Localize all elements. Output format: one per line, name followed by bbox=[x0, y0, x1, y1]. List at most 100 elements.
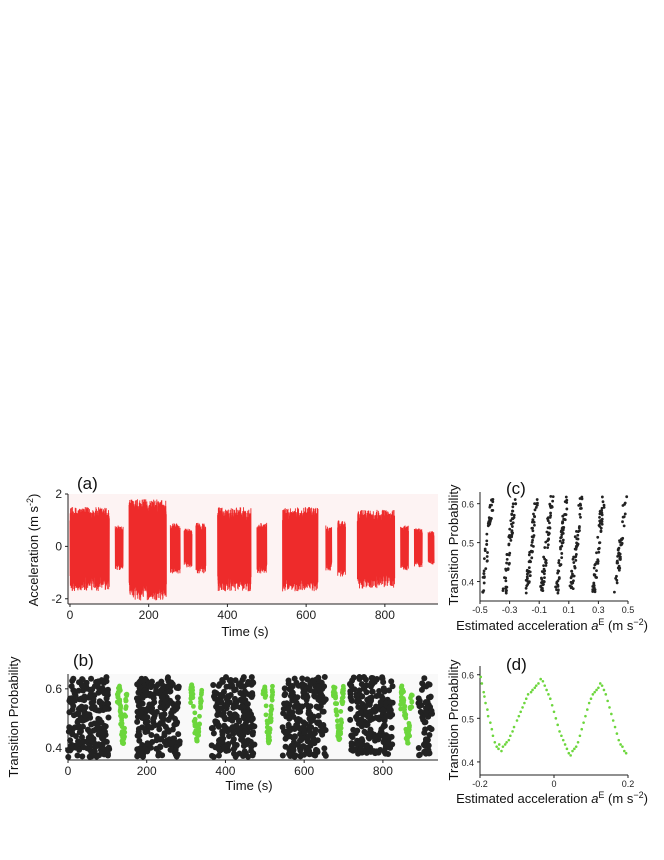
panel-b-point bbox=[364, 721, 371, 728]
panel-b-point bbox=[72, 733, 79, 740]
panel-b-point bbox=[223, 747, 230, 754]
panel-b-point bbox=[263, 693, 269, 698]
panel-b-point bbox=[270, 689, 275, 695]
panel-c-point bbox=[501, 587, 505, 591]
panel-b-point bbox=[421, 748, 428, 755]
panel-c-point bbox=[591, 590, 595, 593]
panel-b-point bbox=[321, 674, 328, 680]
panel-b-point bbox=[229, 738, 236, 745]
panel-b-point bbox=[261, 686, 267, 692]
panel-b-point bbox=[92, 743, 99, 750]
panel-b-point bbox=[244, 701, 251, 707]
panel-b-point bbox=[422, 719, 429, 726]
panel-c-point bbox=[578, 525, 581, 528]
panel-d-point bbox=[533, 686, 537, 690]
panel-c-point bbox=[598, 541, 602, 545]
panel-c-point bbox=[561, 526, 565, 529]
panel-d-point bbox=[574, 745, 578, 748]
panel-c-point bbox=[510, 530, 514, 534]
panel-b-point bbox=[348, 732, 355, 739]
panel-c-point bbox=[531, 518, 535, 522]
panel-b-point bbox=[266, 731, 271, 737]
panel-c-point bbox=[596, 535, 600, 539]
panel-b-point bbox=[415, 700, 422, 707]
panel-b-point bbox=[240, 713, 247, 720]
panel-b-point bbox=[383, 712, 390, 719]
panel-b-point bbox=[209, 725, 216, 732]
panel-c-point bbox=[623, 512, 627, 516]
panel-b-point bbox=[101, 751, 108, 758]
panel-d-point bbox=[613, 725, 617, 729]
panel-b-point bbox=[104, 747, 111, 754]
acceleration-burst bbox=[282, 507, 319, 592]
panel-b-point bbox=[333, 695, 338, 701]
panel-b-point bbox=[78, 734, 85, 741]
panel-b-point bbox=[123, 713, 129, 719]
panel-c-point bbox=[570, 582, 574, 585]
panel-c-point bbox=[511, 517, 515, 521]
panel-b-point bbox=[65, 728, 72, 735]
panel-d-point bbox=[569, 754, 572, 757]
panel-b-point bbox=[217, 692, 224, 699]
panel-b-point bbox=[315, 712, 322, 719]
panel-b-point bbox=[308, 718, 315, 725]
panel-b-point bbox=[215, 745, 222, 752]
panel-b-point bbox=[188, 700, 193, 706]
panel-c-point bbox=[577, 503, 581, 507]
panel-a: (a) 2 0 -2 0 200 400 600 800 Acceleration (m s… bbox=[25, 474, 438, 639]
panel-d-point bbox=[489, 721, 492, 724]
panel-c-point bbox=[622, 524, 626, 528]
panel-b-point bbox=[79, 753, 86, 760]
panel-c-point bbox=[621, 536, 625, 540]
panel-b-point bbox=[347, 716, 354, 723]
panel-c-point bbox=[560, 552, 564, 555]
acceleration-burst-fill bbox=[325, 528, 332, 567]
panel-d-point bbox=[497, 747, 500, 751]
panel-c-point bbox=[598, 512, 602, 516]
panel-c-point bbox=[592, 566, 596, 570]
panel-a-xticks: 0 200 400 600 800 bbox=[67, 604, 395, 622]
panel-b-point bbox=[66, 724, 73, 731]
panel-c-point bbox=[491, 508, 495, 512]
panel-d-point bbox=[509, 734, 512, 738]
panel-d-point bbox=[573, 747, 576, 751]
panel-b-point bbox=[399, 686, 405, 692]
panel-c-xtick-label: 0.3 bbox=[592, 605, 605, 615]
acceleration-burst-fill bbox=[115, 528, 124, 567]
panel-c-point bbox=[615, 578, 619, 582]
panel-c-point bbox=[549, 511, 552, 515]
panel-a-ylabel: Acceleration (m s-2) bbox=[25, 494, 41, 607]
panel-d-point bbox=[537, 682, 540, 685]
panel-b-point bbox=[228, 681, 235, 688]
panel-b-point bbox=[290, 747, 297, 754]
panel-c-point bbox=[573, 547, 577, 551]
panel-d-point bbox=[621, 745, 624, 748]
panel-d-point bbox=[595, 688, 598, 692]
panel-d-point bbox=[565, 747, 569, 751]
panel-c-point bbox=[593, 588, 597, 592]
panel-b-point bbox=[250, 750, 257, 757]
panel-d-point bbox=[576, 741, 580, 744]
panel-b-point bbox=[407, 723, 412, 729]
panel-b-point bbox=[291, 675, 298, 682]
panel-c-point bbox=[592, 581, 596, 585]
panel-c-point bbox=[485, 532, 489, 536]
panel-b-point bbox=[175, 739, 182, 746]
panel-b-ytick-label: 0.6 bbox=[45, 682, 62, 696]
panel-c-point bbox=[535, 503, 539, 507]
panel-c-point bbox=[551, 499, 555, 503]
panel-c-point bbox=[560, 535, 563, 539]
panel-c-point bbox=[524, 591, 528, 595]
panel-b-point bbox=[376, 687, 383, 694]
panel-d-point bbox=[561, 738, 565, 742]
panel-b-point bbox=[292, 695, 299, 702]
panel-c-point bbox=[561, 538, 565, 542]
panel-b-point bbox=[285, 705, 292, 712]
panel-b-point bbox=[425, 681, 432, 688]
panel-b-point bbox=[286, 751, 293, 758]
panel-b-point bbox=[379, 674, 386, 681]
panel-c-point bbox=[579, 506, 583, 510]
panel-b-xtick-label: 800 bbox=[373, 764, 393, 778]
panel-a-xtick-label: 800 bbox=[375, 608, 395, 622]
panel-c-point bbox=[533, 502, 536, 505]
